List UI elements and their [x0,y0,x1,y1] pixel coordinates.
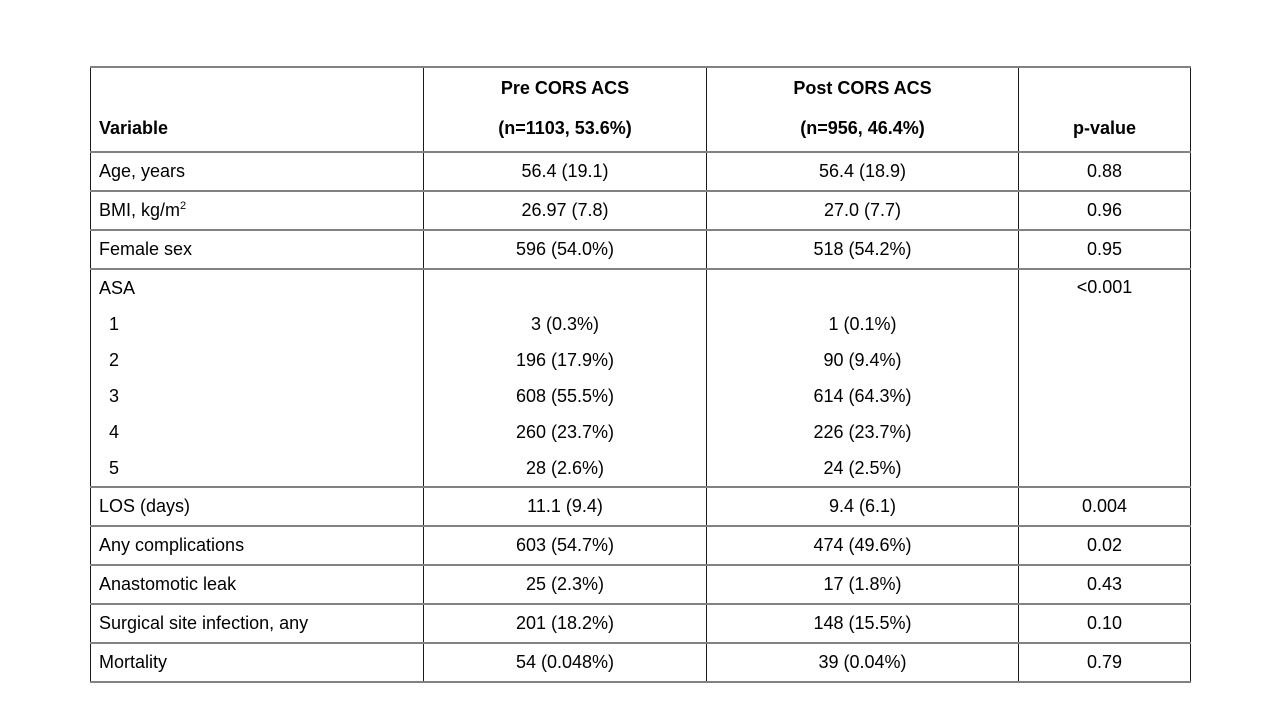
pvalue-cell: 0.43 [1018,564,1191,605]
pre-value-cell: 603 (54.7%) [423,525,707,566]
post-value-cell: 9.4 (6.1) [706,486,1019,527]
asa-empty-line [708,271,1018,306]
variable-cell: ASA 1 2 3 4 5 [90,268,424,488]
column-header-pvalue: p-value [1018,66,1191,153]
column-header-post-cors-title: Post CORS ACS [793,78,932,98]
pre-value-cell: 201 (18.2%) [423,603,707,644]
pre-value-cell: 11.1 (9.4) [423,486,707,527]
asa-level-pre-value: 3 (0.3%) [530,314,600,334]
variable-cell: Any complications [90,525,424,566]
asa-level-post-value: 1 (0.1%) [828,314,897,334]
asa-level-label: 5 [109,458,120,478]
asa-level-label: 1 [109,314,120,334]
table-row-mortality: Mortality 54 (0.048%) 39 (0.04%) 0.79 [90,642,1191,683]
column-header-pre-cors: Pre CORS ACS (n=1103, 53.6%) [423,66,707,153]
bmi-unit-superscript: 2 [180,200,187,212]
asa-level-label: 4 [109,422,120,442]
asa-level-pre-value: 28 (2.6%) [525,458,605,478]
asa-level-post-value: 90 (9.4%) [823,350,902,370]
pre-value-cell: 56.4 (19.1) [423,151,707,192]
table-row-los: LOS (days) 11.1 (9.4) 9.4 (6.1) 0.004 [90,486,1191,527]
table-row-bmi: BMI, kg/m2 26.97 (7.8) 27.0 (7.7) 0.96 [90,190,1191,231]
bmi-label: BMI, kg/m [99,200,181,220]
variable-cell: Age, years [90,151,424,192]
pvalue-cell: 0.02 [1018,525,1191,566]
pvalue-cell: 0.88 [1018,151,1191,192]
pre-value-cell: 25 (2.3%) [423,564,707,605]
pvalue-cell: 0.004 [1018,486,1191,527]
post-value-cell: 17 (1.8%) [706,564,1019,605]
asa-pvalue: <0.001 [1076,277,1133,297]
column-header-pre-cors-n: (n=1103, 53.6%) [498,118,632,138]
variable-cell: Surgical site infection, any [90,603,424,644]
post-value-cell: 518 (54.2%) [706,229,1019,270]
asa-level-pre-value: 608 (55.5%) [515,386,615,406]
pre-value-cell: 3 (0.3%) 196 (17.9%) 608 (55.5%) 260 (23… [423,268,707,488]
variable-cell: LOS (days) [90,486,424,527]
asa-level-label: 2 [109,350,120,370]
asa-level-post-value: 614 (64.3%) [813,386,912,406]
table-row-any-complications: Any complications 603 (54.7%) 474 (49.6%… [90,525,1191,566]
variable-cell: Female sex [90,229,424,270]
column-header-post-cors: Post CORS ACS (n=956, 46.4%) [706,66,1019,153]
pvalue-cell: 0.10 [1018,603,1191,644]
post-value-cell: 1 (0.1%) 90 (9.4%) 614 (64.3%) 226 (23.7… [706,268,1019,488]
asa-level-post-value: 226 (23.7%) [813,422,912,442]
pre-value-cell: 26.97 (7.8) [423,190,707,231]
pvalue-cell: 0.79 [1018,642,1191,683]
variable-cell: BMI, kg/m2 [90,190,424,231]
pvalue-cell: 0.95 [1018,229,1191,270]
post-value-cell: 148 (15.5%) [706,603,1019,644]
asa-level-pre-value: 196 (17.9%) [515,350,615,370]
asa-empty-line [425,271,706,306]
table-row-anastomotic-leak: Anastomotic leak 25 (2.3%) 17 (1.8%) 0.4… [90,564,1191,605]
post-value-cell: 39 (0.04%) [706,642,1019,683]
table-row-female-sex: Female sex 596 (54.0%) 518 (54.2%) 0.95 [90,229,1191,270]
column-header-variable: Variable [90,66,424,153]
pre-value-cell: 54 (0.048%) [423,642,707,683]
table-header-row: Variable Pre CORS ACS (n=1103, 53.6%) Po… [90,66,1191,153]
column-header-pre-cors-title: Pre CORS ACS [500,78,630,98]
variable-cell: Anastomotic leak [90,564,424,605]
pvalue-cell: <0.001 [1018,268,1191,488]
post-value-cell: 56.4 (18.9) [706,151,1019,192]
variable-cell: Mortality [90,642,424,683]
post-value-cell: 27.0 (7.7) [706,190,1019,231]
patient-characteristics-table: Variable Pre CORS ACS (n=1103, 53.6%) Po… [90,66,1191,683]
pvalue-cell: 0.96 [1018,190,1191,231]
asa-level-pre-value: 260 (23.7%) [515,422,615,442]
column-header-post-cors-n: (n=956, 46.4%) [800,118,925,138]
post-value-cell: 474 (49.6%) [706,525,1019,566]
asa-level-post-value: 24 (2.5%) [823,458,902,478]
table-row-asa-group: ASA 1 2 3 4 5 3 (0.3%) 196 (17.9%) 608 (… [90,268,1191,488]
asa-level-label: 3 [109,386,120,406]
table-row-surgical-site-infection: Surgical site infection, any 201 (18.2%)… [90,603,1191,644]
asa-group-label: ASA [99,278,136,298]
table-row-age: Age, years 56.4 (19.1) 56.4 (18.9) 0.88 [90,151,1191,192]
pre-value-cell: 596 (54.0%) [423,229,707,270]
